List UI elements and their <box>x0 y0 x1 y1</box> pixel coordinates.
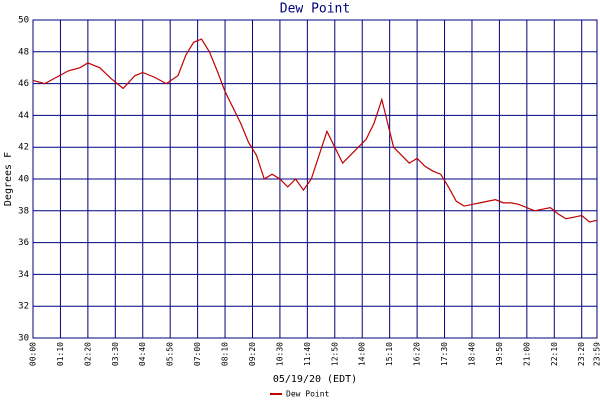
x-tick-label: 02:20 <box>83 342 92 366</box>
x-tick-label: 12:50 <box>330 342 339 366</box>
y-tick-label: 40 <box>18 175 29 185</box>
x-tick-label: 00:00 <box>29 342 38 366</box>
x-tick-label: 18:40 <box>467 342 476 366</box>
x-tick-label: 11:40 <box>303 342 312 366</box>
x-tick-label: 14:00 <box>358 342 367 366</box>
legend-label: Dew Point <box>286 390 330 399</box>
y-tick-label: 42 <box>18 143 29 153</box>
x-tick-label: 01:10 <box>56 342 65 366</box>
x-tick-label: 17:30 <box>440 342 449 366</box>
x-tick-label: 07:00 <box>193 342 202 366</box>
y-axis-label: Degrees F <box>3 152 14 206</box>
x-tick-label: 16:20 <box>413 342 422 366</box>
chart-title: Dew Point <box>280 2 350 17</box>
x-tick-label: 21:00 <box>522 342 531 366</box>
y-tick-label: 44 <box>18 111 29 121</box>
x-tick-label: 19:50 <box>495 342 504 366</box>
y-tick-label: 50 <box>18 16 29 26</box>
x-axis-label: 05/19/20 (EDT) <box>273 374 357 385</box>
y-tick-label: 30 <box>18 334 29 344</box>
y-tick-label: 46 <box>18 79 29 89</box>
y-tick-label: 38 <box>18 206 29 216</box>
x-tick-label: 04:40 <box>138 342 147 366</box>
y-tick-label: 32 <box>18 302 29 312</box>
x-tick-label: 03:30 <box>111 342 120 366</box>
y-tick-label: 48 <box>18 47 29 57</box>
x-tick-label: 22:10 <box>550 342 559 366</box>
y-tick-label: 36 <box>18 238 29 248</box>
x-tick-label: 10:30 <box>275 342 284 366</box>
x-tick-label: 09:20 <box>248 342 257 366</box>
x-tick-label: 08:10 <box>221 342 230 366</box>
y-tick-label: 34 <box>18 270 29 280</box>
x-tick-label: 23:59 <box>593 342 600 366</box>
series-line <box>33 39 597 222</box>
x-tick-label: 23:20 <box>577 342 586 366</box>
x-tick-label: 15:10 <box>385 342 394 366</box>
x-tick-label: 05:50 <box>166 342 175 366</box>
